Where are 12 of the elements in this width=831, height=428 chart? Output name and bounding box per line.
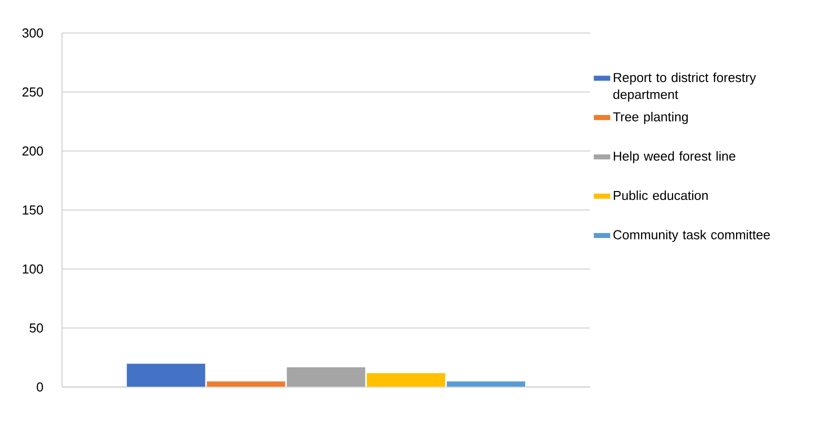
- y-tick-label: 150: [22, 205, 43, 215]
- legend-label: Community task committee: [613, 230, 770, 242]
- legend-label: Tree planting: [613, 112, 688, 124]
- y-tick-label: 0: [36, 382, 43, 392]
- y-tick-label: 200: [22, 146, 43, 156]
- y-tick-label: 250: [22, 87, 43, 97]
- legend-label: Report to district forestry department: [613, 72, 756, 102]
- y-tick-label: 100: [22, 264, 43, 274]
- legend-label: Help weed forest line: [614, 151, 736, 164]
- y-tick-label: 300: [22, 28, 43, 38]
- y-tick-label: 50: [30, 323, 43, 333]
- legend-label: Public education: [614, 190, 708, 200]
